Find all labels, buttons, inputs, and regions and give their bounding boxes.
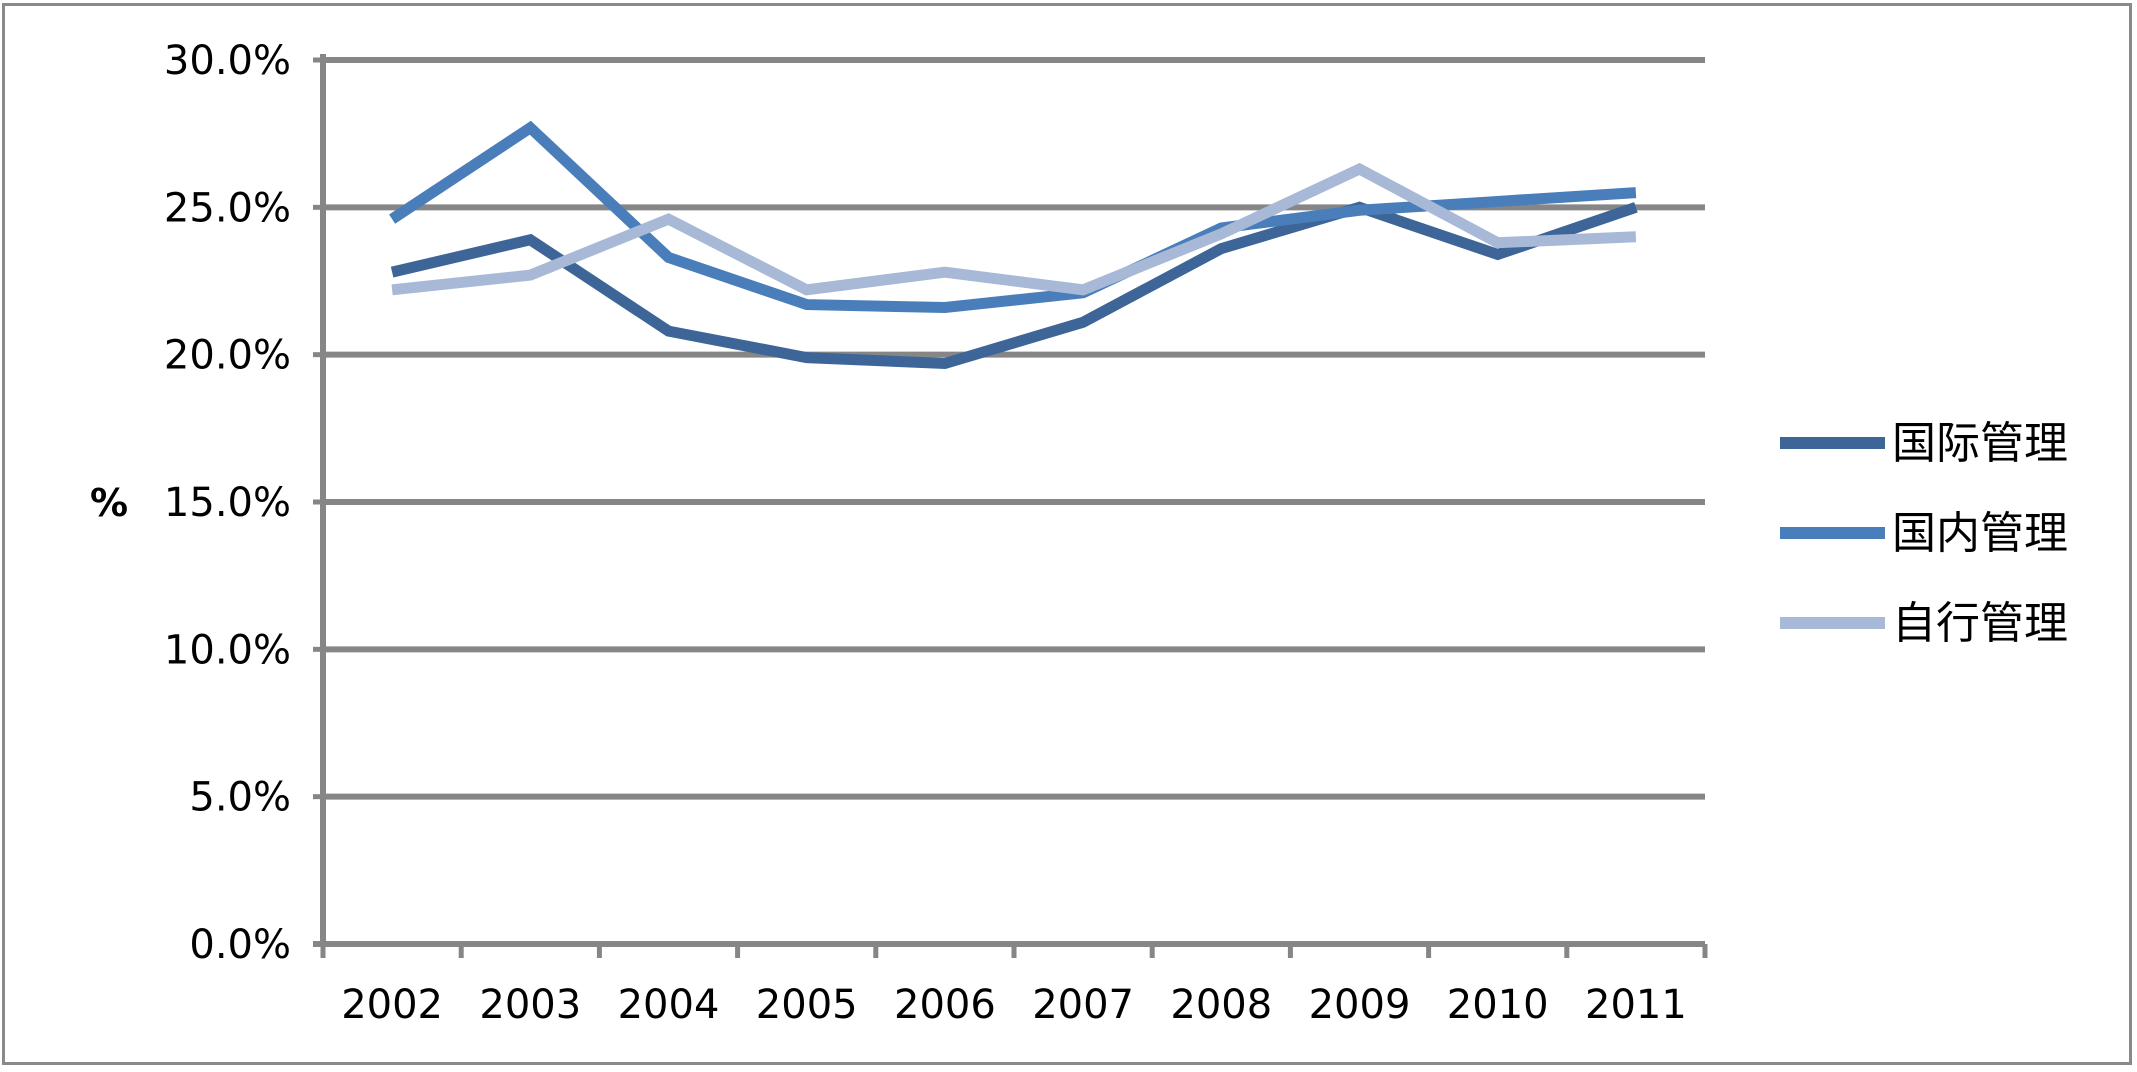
y-tick-label: 0.0% — [189, 922, 291, 968]
y-tick-label: 25.0% — [164, 185, 291, 231]
gridlines — [323, 57, 1705, 800]
y-tick-label: 15.0% — [164, 480, 291, 526]
y-tick-label: 20.0% — [164, 333, 291, 379]
y-tick-label: 30.0% — [164, 38, 291, 84]
series-line-3 — [391, 162, 1637, 296]
y-axis-label: % — [90, 481, 128, 525]
x-tick-label: 2010 — [1447, 982, 1549, 1028]
x-tick-label: 2008 — [1170, 982, 1272, 1028]
x-tick-label: 2011 — [1585, 982, 1687, 1028]
x-tick-label: 2003 — [479, 982, 581, 1028]
legend-label: 国内管理 — [1892, 508, 2068, 559]
x-tick-label: 2009 — [1309, 982, 1411, 1028]
legend-label: 国际管理 — [1892, 418, 2068, 469]
series-lines — [389, 120, 1638, 370]
x-tick-label: 2007 — [1032, 982, 1134, 1028]
x-tick-label: 2005 — [756, 982, 858, 1028]
x-tick-label: 2006 — [894, 982, 996, 1028]
chart-frame: 0.0% 5.0% 10.0% 15.0% 20.0% 25.0% 30.0% 2002 200… — [2, 3, 2132, 1065]
axes: 0.0% 5.0% 10.0% 15.0% 20.0% 25.0% 30.0% 2002 200… — [90, 38, 1708, 1028]
y-tick-label: 10.0% — [164, 627, 291, 673]
line-chart: 0.0% 5.0% 10.0% 15.0% 20.0% 25.0% 30.0% 2002 200… — [90, 38, 2068, 1028]
y-tick-label: 5.0% — [189, 775, 291, 821]
series-line-1 — [390, 201, 1638, 370]
x-tick-label: 2002 — [341, 982, 443, 1028]
legend-label: 自行管理 — [1892, 598, 2068, 649]
x-tick-label: 2004 — [618, 982, 720, 1028]
